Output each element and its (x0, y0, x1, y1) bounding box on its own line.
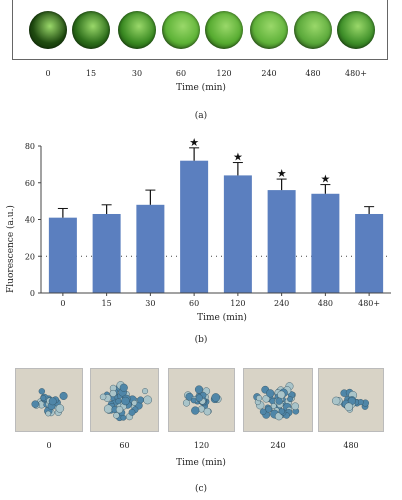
well-image (205, 11, 243, 49)
y-tick-label: 80 (25, 142, 35, 151)
x-tick-label: 30 (145, 299, 155, 308)
bar (223, 175, 252, 293)
micrograph-image (318, 368, 384, 432)
micrograph-time-label: 60 (119, 441, 130, 450)
bar (311, 193, 340, 293)
significance-star: ★ (277, 167, 287, 180)
significance-star: ★ (189, 136, 199, 149)
well-time-label: 120 (216, 69, 232, 78)
bar (355, 213, 384, 293)
well-image (72, 11, 110, 49)
bar (48, 217, 77, 293)
panel-b: ★ ★ ★ ★ 0 15 30 60 120 240 480 480+ 0 20 40 60 80 Fluor… (0, 136, 402, 352)
micrograph-time-label: 240 (270, 441, 286, 450)
panel-b-label: (b) (194, 335, 208, 345)
y-tick-label: 0 (30, 289, 35, 298)
panel-c: 0 60 120 240 480 Time (min) (c) (0, 358, 402, 500)
well-time-label: 240 (261, 69, 277, 78)
micrograph-image (243, 368, 313, 432)
well-time-label: 30 (131, 69, 143, 78)
x-tick-label: 240 (274, 299, 289, 308)
panel-c-axis-title: Time (min) (176, 458, 226, 468)
well-image (250, 11, 288, 49)
significance-star: ★ (233, 151, 243, 164)
significance-star: ★ (320, 173, 330, 186)
bar (180, 160, 209, 293)
well-strip-frame (12, 0, 388, 60)
fluorescence-bar-chart: ★ ★ ★ ★ 0 15 30 60 120 240 480 480+ 0 20 40 60 80 Fluor… (5, 136, 391, 323)
micrograph-image (15, 368, 83, 432)
y-tick-label: 40 (25, 216, 35, 225)
x-tick-label: 15 (102, 299, 112, 308)
well-time-label: 15 (85, 69, 97, 78)
x-tick-label: 60 (189, 299, 199, 308)
x-axis-label: Time (min) (197, 312, 247, 323)
panel-a: 0 15 30 60 120 240 480 480+ Time (min) (a) (0, 0, 402, 130)
micrograph-time-label: 0 (46, 441, 52, 450)
well-time-label: 60 (175, 69, 187, 78)
well-image (294, 11, 332, 49)
bar (92, 213, 121, 293)
well-image (337, 11, 375, 49)
well-time-label: 480 (305, 69, 321, 78)
y-axis-label: Fluorescence (a.u.) (5, 205, 16, 293)
panel-a-label: (a) (194, 111, 208, 121)
panel-c-label: (c) (194, 484, 208, 494)
well-image (118, 11, 156, 49)
bar (136, 204, 165, 293)
y-tick-label: 20 (25, 252, 35, 261)
well-image (29, 11, 67, 49)
x-tick-label: 480+ (358, 299, 380, 308)
bar (267, 190, 296, 293)
y-tick-label: 60 (25, 179, 35, 188)
x-tick-label: 480 (318, 299, 333, 308)
well-time-label: 0 (45, 69, 51, 78)
well-time-label: 480+ (345, 69, 367, 78)
panel-a-axis-title: Time (min) (176, 83, 226, 93)
micrograph-image (90, 368, 159, 432)
micrograph-time-label: 480 (343, 441, 359, 450)
x-tick-label: 120 (230, 299, 245, 308)
x-tick-label: 0 (60, 299, 65, 308)
micrograph-time-label: 120 (193, 441, 210, 450)
well-image (162, 11, 200, 49)
micrograph-image (168, 368, 235, 432)
